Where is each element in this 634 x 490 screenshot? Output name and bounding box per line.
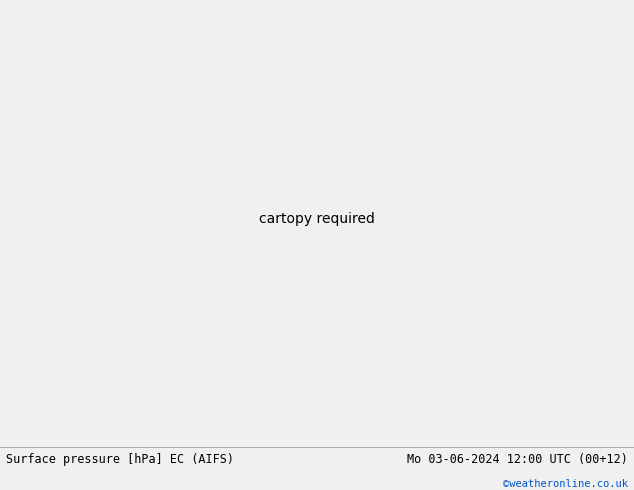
Text: cartopy required: cartopy required (259, 213, 375, 226)
Text: ©weatheronline.co.uk: ©weatheronline.co.uk (503, 479, 628, 489)
Text: Mo 03-06-2024 12:00 UTC (00+12): Mo 03-06-2024 12:00 UTC (00+12) (407, 453, 628, 466)
Text: Surface pressure [hPa] EC (AIFS): Surface pressure [hPa] EC (AIFS) (6, 453, 235, 466)
